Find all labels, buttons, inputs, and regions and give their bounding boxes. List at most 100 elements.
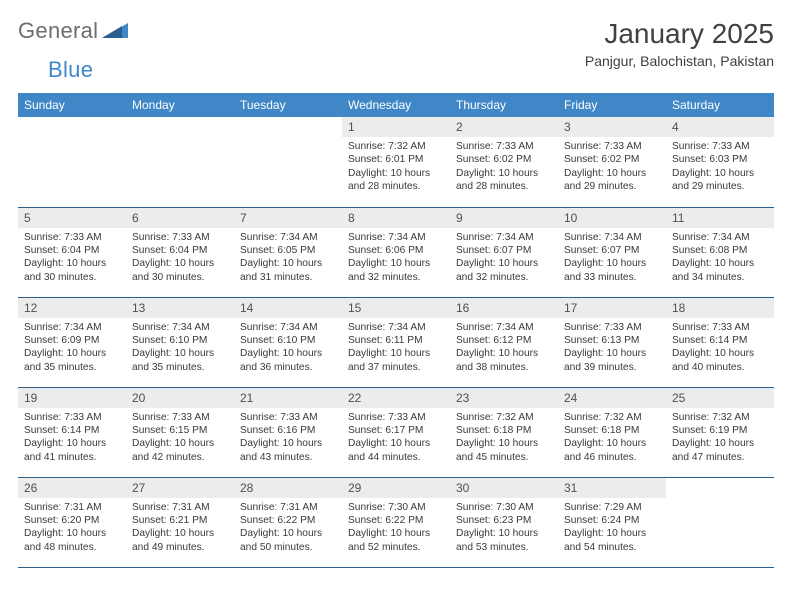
daylight-line: Daylight: 10 hours and 50 minutes. [240, 527, 336, 554]
calendar-cell: 22Sunrise: 7:33 AMSunset: 6:17 PMDayligh… [342, 387, 450, 477]
daylight-line: Daylight: 10 hours and 35 minutes. [132, 347, 228, 374]
daylight-label: Daylight: [456, 528, 496, 539]
calendar-cell: 9Sunrise: 7:34 AMSunset: 6:07 PMDaylight… [450, 207, 558, 297]
cell-body: Sunrise: 7:32 AMSunset: 6:18 PMDaylight:… [450, 408, 558, 469]
calendar-day-headers: Sunday Monday Tuesday Wednesday Thursday… [18, 93, 774, 117]
sunset-label: Sunset: [348, 154, 383, 165]
daylight-label: Daylight: [240, 438, 280, 449]
calendar-cell: 7Sunrise: 7:34 AMSunset: 6:05 PMDaylight… [234, 207, 342, 297]
sunrise-line: Sunrise: 7:31 AM [240, 501, 336, 514]
calendar-cell: 3Sunrise: 7:33 AMSunset: 6:02 PMDaylight… [558, 117, 666, 207]
sunrise-value: 7:34 AM [280, 322, 317, 333]
sunrise-value: 7:33 AM [712, 141, 749, 152]
calendar-cell: 17Sunrise: 7:33 AMSunset: 6:13 PMDayligh… [558, 297, 666, 387]
sunrise-value: 7:31 AM [280, 502, 317, 513]
sunrise-value: 7:34 AM [280, 232, 317, 243]
sunset-line: Sunset: 6:02 PM [456, 153, 552, 166]
daylight-label: Daylight: [672, 258, 712, 269]
sunrise-line: Sunrise: 7:32 AM [456, 411, 552, 424]
sunrise-line: Sunrise: 7:33 AM [456, 140, 552, 153]
dayheader-wednesday: Wednesday [342, 93, 450, 117]
daylight-label: Daylight: [564, 168, 604, 179]
sunrise-label: Sunrise: [564, 502, 601, 513]
cell-body: Sunrise: 7:33 AMSunset: 6:13 PMDaylight:… [558, 318, 666, 379]
sunrise-value: 7:34 AM [388, 322, 425, 333]
sunrise-line: Sunrise: 7:33 AM [24, 231, 120, 244]
daylight-line: Daylight: 10 hours and 47 minutes. [672, 437, 768, 464]
calendar-cell: 13Sunrise: 7:34 AMSunset: 6:10 PMDayligh… [126, 297, 234, 387]
sunset-line: Sunset: 6:03 PM [672, 153, 768, 166]
sunrise-line: Sunrise: 7:33 AM [132, 411, 228, 424]
sunset-value: 6:01 PM [385, 154, 423, 165]
sunrise-line: Sunrise: 7:34 AM [456, 231, 552, 244]
daylight-line: Daylight: 10 hours and 31 minutes. [240, 257, 336, 284]
sunset-label: Sunset: [240, 425, 275, 436]
daylight-label: Daylight: [456, 348, 496, 359]
logo-triangle-icon [102, 20, 128, 43]
sunset-line: Sunset: 6:06 PM [348, 244, 444, 257]
daylight-label: Daylight: [348, 168, 388, 179]
daylight-line: Daylight: 10 hours and 48 minutes. [24, 527, 120, 554]
calendar-cell: 26Sunrise: 7:31 AMSunset: 6:20 PMDayligh… [18, 477, 126, 567]
day-number: 24 [558, 388, 666, 408]
sunset-value: 6:19 PM [709, 425, 747, 436]
cell-body: Sunrise: 7:33 AMSunset: 6:04 PMDaylight:… [126, 228, 234, 289]
sunset-value: 6:04 PM [169, 245, 207, 256]
cell-body: Sunrise: 7:33 AMSunset: 6:02 PMDaylight:… [558, 137, 666, 198]
daylight-line: Daylight: 10 hours and 28 minutes. [456, 167, 552, 194]
sunrise-line: Sunrise: 7:32 AM [672, 411, 768, 424]
day-number: 11 [666, 208, 774, 228]
logo: General [18, 18, 130, 44]
day-number: 2 [450, 117, 558, 137]
sunset-label: Sunset: [132, 335, 167, 346]
sunrise-label: Sunrise: [24, 412, 61, 423]
daylight-label: Daylight: [132, 528, 172, 539]
sunset-line: Sunset: 6:10 PM [240, 334, 336, 347]
cell-body: Sunrise: 7:33 AMSunset: 6:02 PMDaylight:… [450, 137, 558, 198]
sunset-line: Sunset: 6:23 PM [456, 514, 552, 527]
sunrise-value: 7:34 AM [496, 232, 533, 243]
day-number: 27 [126, 478, 234, 498]
sunrise-value: 7:30 AM [496, 502, 533, 513]
sunset-value: 6:20 PM [61, 515, 99, 526]
sunrise-value: 7:34 AM [712, 232, 749, 243]
sunrise-label: Sunrise: [132, 232, 169, 243]
daylight-line: Daylight: 10 hours and 29 minutes. [564, 167, 660, 194]
calendar-cell: 11Sunrise: 7:34 AMSunset: 6:08 PMDayligh… [666, 207, 774, 297]
daylight-line: Daylight: 10 hours and 49 minutes. [132, 527, 228, 554]
sunset-line: Sunset: 6:17 PM [348, 424, 444, 437]
sunset-label: Sunset: [24, 515, 59, 526]
sunset-label: Sunset: [24, 425, 59, 436]
cell-body: Sunrise: 7:34 AMSunset: 6:08 PMDaylight:… [666, 228, 774, 289]
calendar-cell: 10Sunrise: 7:34 AMSunset: 6:07 PMDayligh… [558, 207, 666, 297]
cell-body: Sunrise: 7:33 AMSunset: 6:15 PMDaylight:… [126, 408, 234, 469]
sunset-value: 6:24 PM [601, 515, 639, 526]
sunset-label: Sunset: [24, 245, 59, 256]
daylight-label: Daylight: [240, 258, 280, 269]
sunrise-label: Sunrise: [240, 232, 277, 243]
sunrise-label: Sunrise: [672, 232, 709, 243]
sunrise-value: 7:33 AM [712, 322, 749, 333]
daylight-label: Daylight: [24, 258, 64, 269]
sunset-label: Sunset: [672, 154, 707, 165]
sunrise-label: Sunrise: [564, 141, 601, 152]
sunrise-label: Sunrise: [132, 322, 169, 333]
sunset-label: Sunset: [348, 335, 383, 346]
calendar-row: 5Sunrise: 7:33 AMSunset: 6:04 PMDaylight… [18, 207, 774, 297]
daylight-line: Daylight: 10 hours and 42 minutes. [132, 437, 228, 464]
sunset-line: Sunset: 6:19 PM [672, 424, 768, 437]
sunset-label: Sunset: [240, 515, 275, 526]
day-number: 10 [558, 208, 666, 228]
dayheader-sunday: Sunday [18, 93, 126, 117]
sunset-line: Sunset: 6:05 PM [240, 244, 336, 257]
sunrise-label: Sunrise: [348, 141, 385, 152]
location-subtitle: Panjgur, Balochistan, Pakistan [585, 53, 774, 69]
sunrise-value: 7:33 AM [64, 232, 101, 243]
cell-body: Sunrise: 7:34 AMSunset: 6:12 PMDaylight:… [450, 318, 558, 379]
day-number: 16 [450, 298, 558, 318]
sunset-line: Sunset: 6:20 PM [24, 514, 120, 527]
sunrise-line: Sunrise: 7:33 AM [132, 231, 228, 244]
sunset-value: 6:17 PM [385, 425, 423, 436]
dayheader-monday: Monday [126, 93, 234, 117]
daylight-line: Daylight: 10 hours and 43 minutes. [240, 437, 336, 464]
